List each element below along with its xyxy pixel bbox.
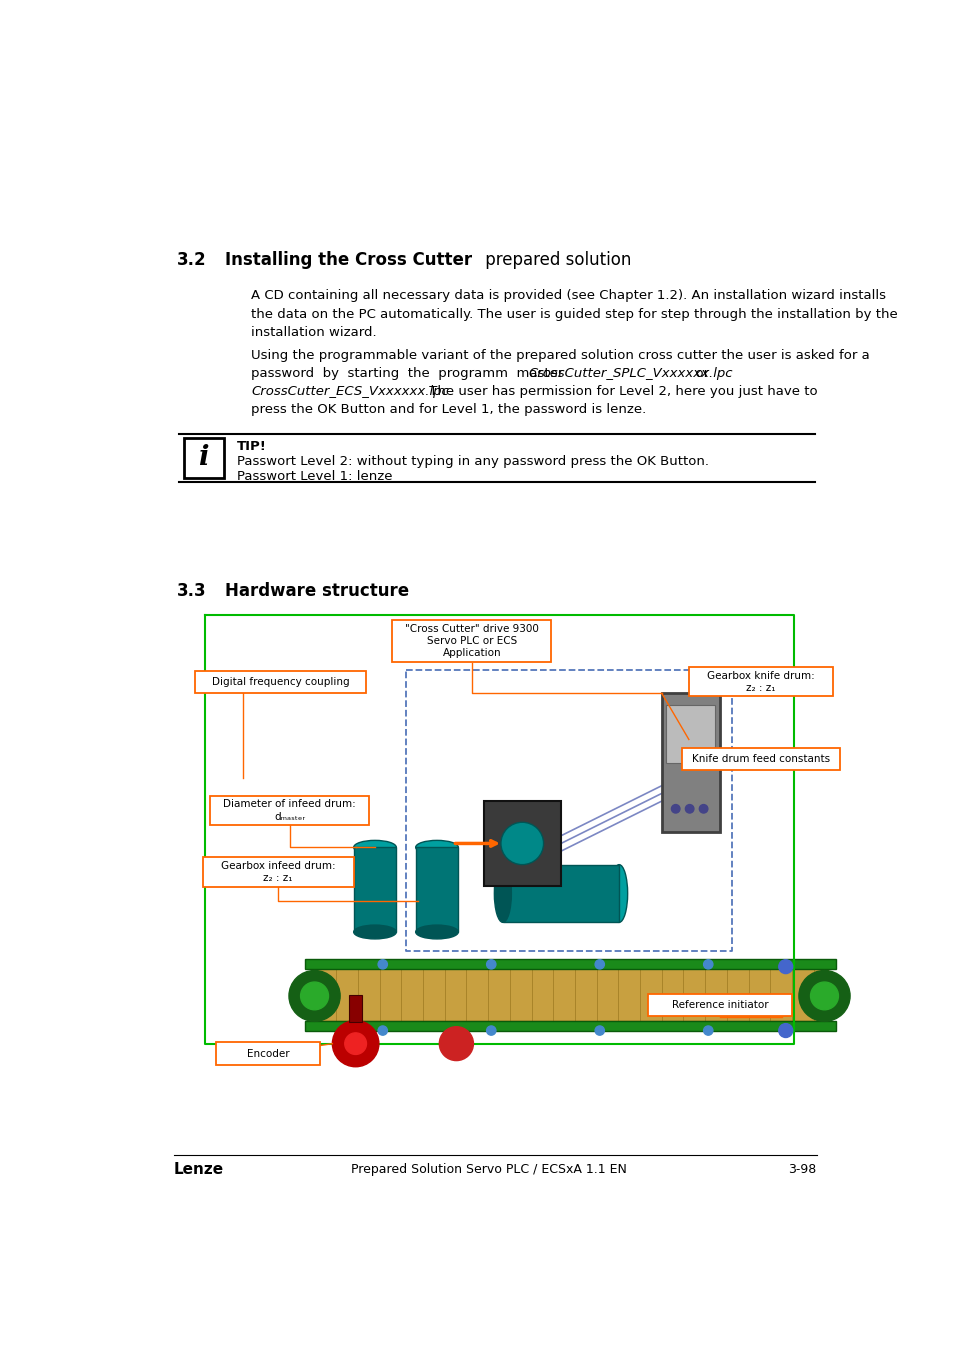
Ellipse shape [494,864,511,922]
Text: Gearbox knife drum:
z₂ : z₁: Gearbox knife drum: z₂ : z₁ [706,671,814,693]
Bar [666,705,715,763]
Bar [215,1042,320,1065]
Circle shape [798,971,849,1022]
Bar [483,801,560,886]
Text: 3.3: 3.3 [177,582,207,599]
Circle shape [778,1023,792,1038]
Ellipse shape [416,925,457,940]
Circle shape [289,971,340,1022]
Ellipse shape [354,840,395,855]
Text: Installing the Cross Cutter: Installing the Cross Cutter [225,251,472,269]
Circle shape [377,960,387,969]
Text: Digital frequency coupling: Digital frequency coupling [212,676,349,687]
Bar [502,864,618,922]
Text: Lenze: Lenze [173,1161,223,1177]
Circle shape [344,1033,366,1054]
Bar [680,748,840,770]
Text: CrossCutter_SPLC_Vxxxxxx.lpc: CrossCutter_SPLC_Vxxxxxx.lpc [528,367,732,381]
Circle shape [300,981,328,1010]
Bar [661,694,720,832]
Circle shape [439,1027,473,1061]
Circle shape [703,960,712,969]
Text: Diameter of infeed drum:
dₘₐₛₜₑᵣ: Diameter of infeed drum: dₘₐₛₜₑᵣ [223,799,355,822]
Bar [305,1021,835,1030]
Circle shape [595,960,604,969]
FancyBboxPatch shape [183,437,224,478]
Text: Encoder: Encoder [247,1049,289,1058]
Ellipse shape [354,925,395,940]
Circle shape [671,805,679,813]
Polygon shape [316,967,827,1021]
Text: Passwort Level 2: without typing in any password press the OK Button.: Passwort Level 2: without typing in any … [236,455,708,467]
Text: or: or [686,367,708,381]
Circle shape [703,1026,712,1035]
Ellipse shape [610,864,627,922]
Text: password  by  starting  the  programm  master: password by starting the programm master [251,367,571,381]
Text: The user has permission for Level 2, here you just have to: The user has permission for Level 2, her… [425,385,817,398]
Circle shape [332,1021,378,1066]
Circle shape [684,805,693,813]
Text: i: i [198,444,209,471]
Circle shape [810,981,838,1010]
Text: Reference initiator: Reference initiator [671,1000,767,1010]
Text: 3-98: 3-98 [788,1162,816,1176]
Text: Gearbox infeed drum:
z₂ : z₁: Gearbox infeed drum: z₂ : z₁ [220,861,335,883]
Bar [305,958,835,969]
Bar [688,667,832,697]
Text: press the OK Button and for Level 1, the password is lenze.: press the OK Button and for Level 1, the… [251,404,645,416]
Bar [392,620,551,661]
Bar [416,848,457,931]
Bar [202,857,354,887]
Circle shape [377,1026,387,1035]
Text: Knife drum feed constants: Knife drum feed constants [691,753,829,764]
Text: prepared solution: prepared solution [479,251,630,269]
Circle shape [778,960,792,973]
Ellipse shape [500,822,543,864]
Bar [195,671,365,693]
Bar [354,848,395,931]
Text: A CD containing all necessary data is provided (see Chapter 1.2). An installatio: A CD containing all necessary data is pr… [251,289,897,339]
Text: "Cross Cutter" drive 9300
Servo PLC or ECS
Application: "Cross Cutter" drive 9300 Servo PLC or E… [404,624,538,659]
Ellipse shape [416,840,457,855]
Text: Passwort Level 1: lenze: Passwort Level 1: lenze [236,470,392,483]
Text: Prepared Solution Servo PLC / ECSxA 1.1 EN: Prepared Solution Servo PLC / ECSxA 1.1 … [351,1162,626,1176]
Circle shape [699,805,707,813]
Text: Hardware structure: Hardware structure [225,582,409,599]
Bar [210,795,369,825]
Circle shape [486,960,496,969]
Text: TIP!: TIP! [236,440,267,454]
Text: 3.2: 3.2 [177,251,207,269]
Circle shape [595,1026,604,1035]
Text: CrossCutter_ECS_Vxxxxxx.lpc.: CrossCutter_ECS_Vxxxxxx.lpc. [251,385,453,398]
Bar [647,994,791,1017]
Text: Using the programmable variant of the prepared solution cross cutter the user is: Using the programmable variant of the pr… [251,350,869,362]
Bar [349,995,361,1022]
Circle shape [486,1026,496,1035]
